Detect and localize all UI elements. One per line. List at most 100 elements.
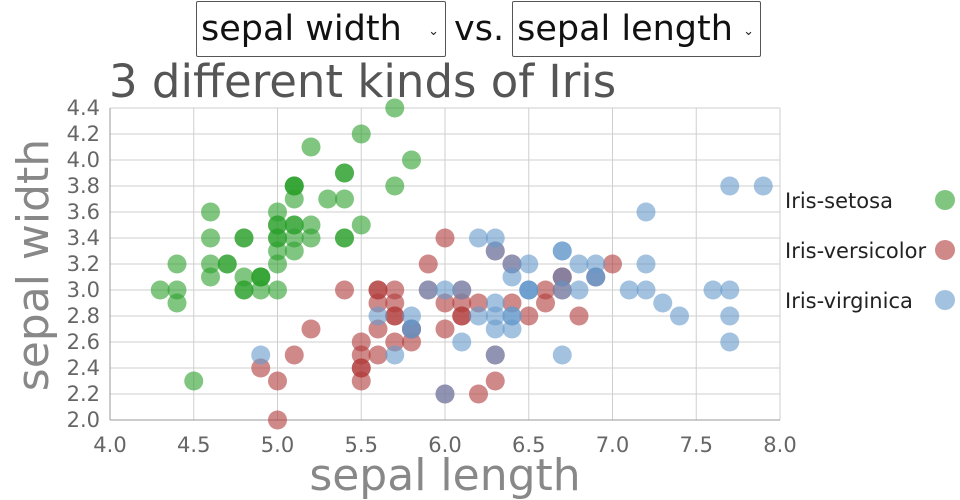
- data-point-iris-versicolor: [251, 358, 271, 378]
- data-point-iris-versicolor: [519, 306, 539, 326]
- data-point-iris-virginica: [586, 267, 606, 287]
- data-point-iris-setosa: [301, 215, 321, 235]
- data-point-iris-virginica: [720, 306, 740, 326]
- data-point-iris-virginica: [552, 267, 572, 287]
- data-point-iris-virginica: [636, 254, 656, 274]
- data-point-iris-versicolor: [502, 293, 522, 313]
- data-point-iris-setosa: [268, 202, 287, 222]
- legend-marker: [935, 190, 955, 210]
- data-point-iris-setosa: [150, 280, 170, 300]
- data-point-iris-versicolor: [536, 280, 555, 300]
- data-point-iris-virginica: [703, 280, 723, 300]
- data-point-iris-versicolor: [435, 319, 455, 339]
- data-point-iris-virginica: [402, 306, 421, 326]
- data-point-iris-versicolor: [368, 293, 388, 313]
- data-point-iris-setosa: [251, 267, 271, 287]
- y-tick-label: 4.0: [67, 148, 100, 172]
- data-point-iris-virginica: [435, 384, 455, 404]
- data-point-iris-setosa: [234, 280, 254, 300]
- data-point-iris-setosa: [268, 228, 287, 248]
- y-tick-label: 2.8: [67, 304, 100, 328]
- y-tick-label: 2.4: [67, 356, 100, 380]
- legend-marker: [935, 290, 955, 310]
- data-point-iris-virginica: [469, 228, 488, 248]
- y-tick-label: 4.4: [67, 96, 100, 120]
- data-point-iris-virginica: [485, 293, 505, 313]
- data-point-iris-virginica: [670, 306, 689, 326]
- data-point-iris-setosa: [402, 150, 421, 170]
- data-point-iris-versicolor: [569, 306, 589, 326]
- data-point-iris-virginica: [502, 267, 522, 287]
- data-point-iris-versicolor: [385, 280, 405, 300]
- data-point-iris-setosa: [301, 137, 321, 157]
- y-tick-label: 2.0: [67, 408, 100, 432]
- x-tick-label: 8.0: [763, 433, 796, 457]
- data-point-iris-virginica: [502, 254, 522, 274]
- data-point-iris-virginica: [569, 280, 589, 300]
- x-axis-select[interactable]: sepal length ⌄: [512, 1, 762, 57]
- data-point-iris-virginica: [519, 254, 539, 274]
- data-point-iris-virginica: [569, 254, 589, 274]
- data-point-iris-virginica: [251, 345, 271, 365]
- data-point-iris-versicolor: [469, 384, 488, 404]
- chevron-down-icon: ⌄: [743, 24, 755, 39]
- y-axis-select[interactable]: sepal width ⌄: [196, 1, 446, 57]
- data-point-iris-virginica: [452, 280, 472, 300]
- data-point-iris-virginica: [552, 241, 572, 261]
- data-point-iris-virginica: [653, 293, 673, 313]
- data-point-iris-virginica: [452, 332, 472, 352]
- data-point-iris-setosa: [284, 241, 304, 261]
- data-point-iris-virginica: [485, 228, 505, 248]
- data-point-iris-setosa: [167, 280, 187, 300]
- data-point-iris-setosa: [217, 254, 237, 274]
- data-point-iris-virginica: [720, 332, 740, 352]
- y-tick-label: 2.6: [67, 330, 100, 354]
- x-tick-label: 4.0: [93, 433, 126, 457]
- data-point-iris-virginica: [619, 280, 639, 300]
- data-point-iris-virginica: [519, 280, 539, 300]
- data-point-iris-setosa: [268, 280, 287, 300]
- data-point-iris-versicolor: [435, 228, 455, 248]
- data-point-iris-setosa: [268, 215, 287, 235]
- y-axis-select-value: sepal width: [201, 9, 402, 49]
- data-point-iris-setosa: [335, 163, 354, 183]
- data-point-iris-virginica: [435, 280, 455, 300]
- y-tick-label: 4.2: [67, 122, 100, 146]
- points-layer: [150, 98, 773, 430]
- data-point-iris-virginica: [552, 280, 572, 300]
- data-point-iris-virginica: [469, 306, 488, 326]
- data-point-iris-setosa: [184, 371, 204, 391]
- data-point-iris-versicolor: [335, 280, 354, 300]
- legend-label: Iris-virginica: [785, 289, 913, 313]
- y-tick-label: 3.6: [67, 200, 100, 224]
- data-point-iris-setosa: [284, 189, 304, 209]
- data-point-iris-versicolor: [469, 293, 488, 313]
- data-point-iris-setosa: [268, 241, 287, 261]
- data-point-iris-setosa: [284, 215, 304, 235]
- data-point-iris-virginica: [636, 280, 656, 300]
- x-tick-label: 5.5: [345, 433, 378, 457]
- data-point-iris-versicolor: [435, 293, 455, 313]
- data-point-iris-versicolor: [385, 332, 405, 352]
- x-tick-label: 5.0: [261, 433, 294, 457]
- data-point-iris-setosa: [167, 293, 187, 313]
- data-point-iris-setosa: [335, 228, 354, 248]
- data-point-iris-setosa: [318, 189, 338, 209]
- data-point-iris-setosa: [335, 189, 354, 209]
- data-point-iris-setosa: [385, 98, 405, 118]
- legend-label: Iris-setosa: [785, 189, 893, 213]
- data-point-iris-virginica: [402, 319, 421, 339]
- data-point-iris-versicolor: [268, 371, 287, 391]
- data-point-iris-versicolor: [368, 280, 388, 300]
- data-point-iris-setosa: [234, 267, 254, 287]
- legend-marker: [935, 240, 955, 260]
- axis-layer: 4.0 4.5 5.0 5.5 6.0 6.5 7.0 7.5 8.0 2.02.22.42.62…: [67, 96, 797, 457]
- data-point-iris-virginica: [502, 306, 522, 326]
- x-tick-label: 7.0: [596, 433, 629, 457]
- data-point-iris-versicolor: [603, 254, 622, 274]
- y-tick-label: 3.0: [67, 278, 100, 302]
- legend: Iris-setosa Iris-versicolor Iris-virginica: [785, 189, 955, 313]
- data-point-iris-virginica: [485, 241, 505, 261]
- x-tick-label: 4.5: [177, 433, 210, 457]
- data-point-iris-versicolor: [452, 306, 472, 326]
